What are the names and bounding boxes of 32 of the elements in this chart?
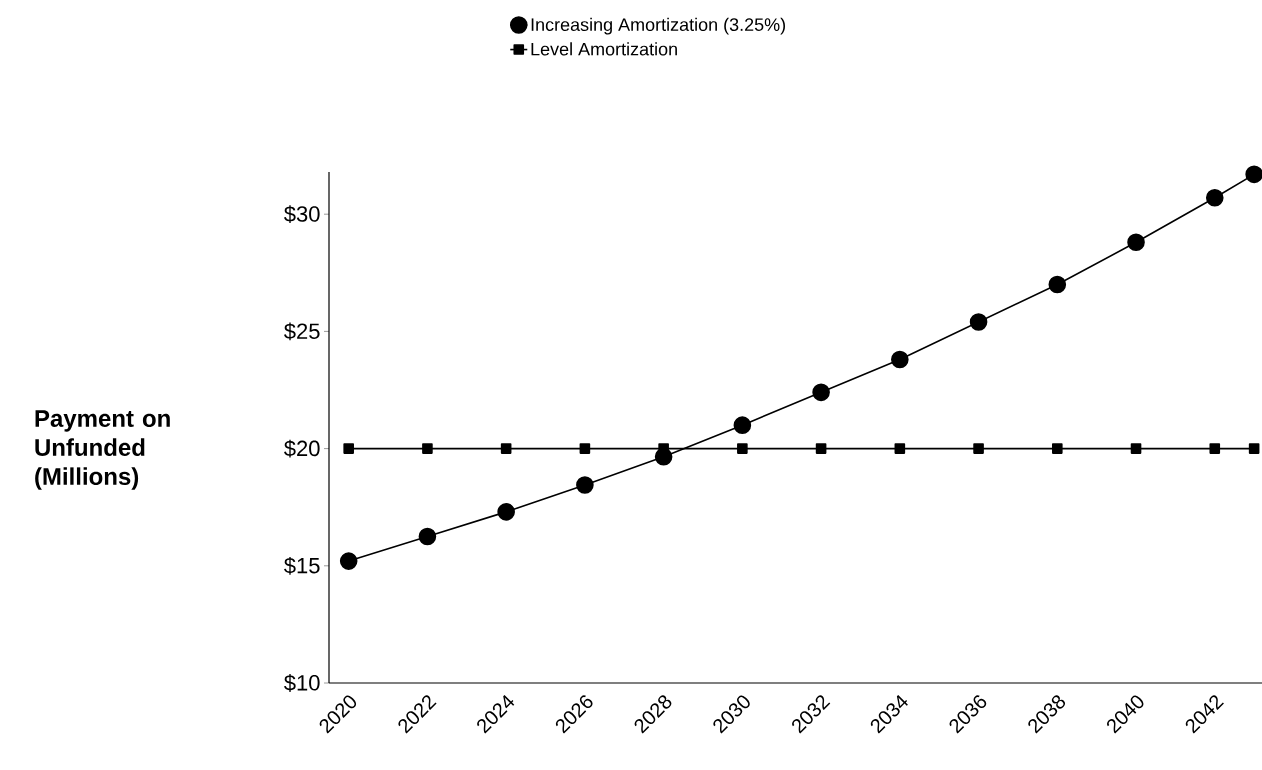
legend-label: Level Amortization [531,42,677,56]
point [1127,233,1145,252]
y-tick-label: $25 [284,322,320,341]
point [1245,165,1262,184]
point [497,503,515,521]
point [812,383,830,402]
point [343,443,354,454]
point [1209,443,1221,454]
point [339,552,358,570]
point [737,443,748,454]
point [500,443,512,454]
y-tick-label: $20 [284,439,320,458]
point [894,443,906,454]
point [1248,443,1260,454]
point [576,476,594,494]
point [815,443,827,454]
point [969,313,988,331]
point [1052,443,1063,454]
point [1205,188,1224,207]
point [973,443,984,454]
point [579,443,591,454]
point [1130,443,1142,454]
point [1048,275,1067,294]
point [418,527,437,546]
y-tick-label: $30 [284,205,320,224]
y-tick-label: $15 [284,556,320,575]
point [733,416,752,434]
y-tick-label: $10 [284,674,320,692]
y-axis-title: Payment on Unfunded (Millions) [35,410,170,490]
point [891,350,909,369]
point [422,443,433,454]
legend-label: Increasing Amortization (3.25%) [531,17,786,35]
